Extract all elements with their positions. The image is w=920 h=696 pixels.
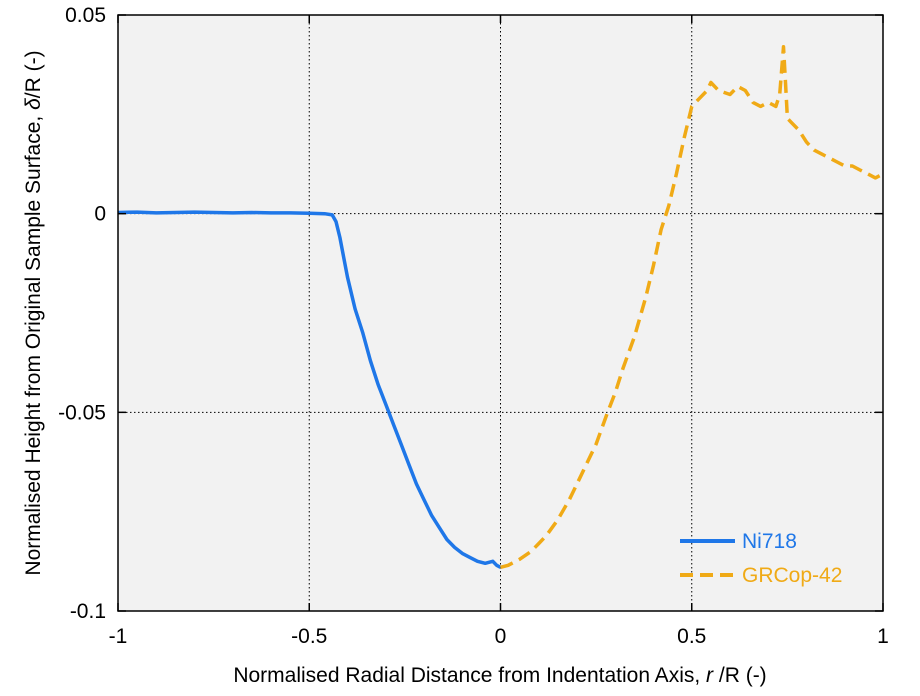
legend-label-grcop42: GRCop-42	[742, 564, 842, 587]
y-tick-label-0: -0.1	[70, 600, 106, 623]
y-tick-label-3: 0.05	[65, 4, 106, 27]
data-series	[117, 45, 884, 569]
y-tick-label-1: -0.05	[58, 401, 106, 424]
series-line-ni718	[117, 210, 502, 569]
x-tick-label-3: 0.5	[677, 625, 706, 648]
series-line-grcop-42	[500, 45, 884, 569]
x-axis-title: Normalised Radial Distance from Indentat…	[233, 664, 766, 687]
legend-label-ni718: Ni718	[742, 530, 797, 553]
x-tick-label-1: -0.5	[291, 625, 327, 648]
x-tick-label-2: 0	[495, 625, 507, 648]
legend: Ni718 GRCop-42	[680, 530, 842, 587]
x-tick-label-0: -1	[109, 625, 128, 648]
y-axis-title: Normalised Height from Original Sample S…	[22, 50, 45, 575]
grid-lines	[118, 15, 883, 611]
x-tick-label-4: 1	[877, 625, 889, 648]
axis-ticks	[117, 14, 884, 612]
axis-tick-labels: -1 -0.5 0 0.5 1 -0.1 -0.05 0 0.05	[58, 4, 889, 648]
y-tick-label-2: 0	[94, 203, 106, 226]
